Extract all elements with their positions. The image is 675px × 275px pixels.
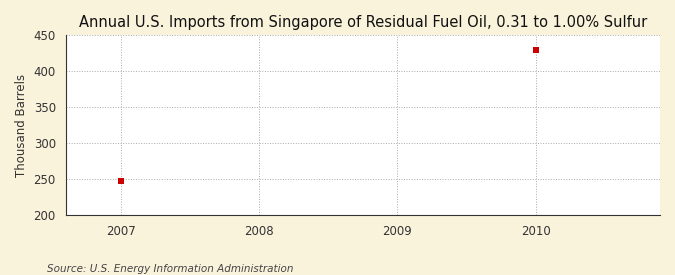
- Text: Source: U.S. Energy Information Administration: Source: U.S. Energy Information Administ…: [47, 264, 294, 274]
- Y-axis label: Thousand Barrels: Thousand Barrels: [15, 74, 28, 177]
- Title: Annual U.S. Imports from Singapore of Residual Fuel Oil, 0.31 to 1.00% Sulfur: Annual U.S. Imports from Singapore of Re…: [79, 15, 647, 30]
